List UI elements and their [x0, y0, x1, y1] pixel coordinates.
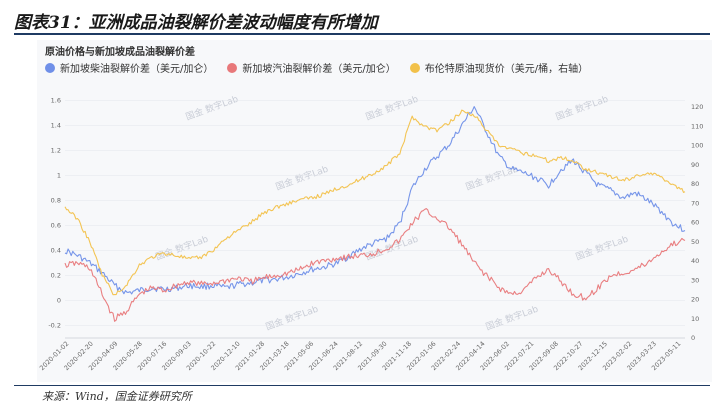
source-note: 来源：Wind，国金证券研究所	[42, 390, 192, 403]
left-tick-label-4: 0.6	[51, 222, 61, 230]
right-tick-label-5: 50	[691, 238, 699, 246]
line-series-brent	[64, 109, 686, 296]
right-tick-label-10: 100	[691, 142, 703, 150]
right-tick-label-4: 40	[691, 257, 699, 265]
right-tick-label-1: 10	[691, 315, 699, 323]
right-tick-label-2: 20	[691, 296, 699, 304]
right-tick-label-8: 80	[691, 180, 699, 188]
legend-marker-gasoline	[227, 62, 238, 73]
legend: 新加坡柴油裂解价差（美元/加仑） 新加坡汽油裂解价差（美元/加仑） 布伦特原油现…	[45, 60, 588, 75]
left-tick-label-9: 1.6	[51, 97, 61, 105]
figure-title: 图表31：亚洲成品油裂解价差波动幅度有所增加	[14, 13, 378, 33]
legend-label-diesel: 新加坡柴油裂解价差（美元/加仑）	[60, 64, 214, 75]
left-tick-label-5: 0.8	[51, 197, 61, 205]
right-tick-label-12: 120	[691, 103, 703, 111]
chart-panel: 原油价格与新加坡成品油裂解价差 新加坡柴油裂解价差（美元/加仑） 新加坡汽油裂解…	[37, 40, 712, 382]
title-rule	[14, 33, 710, 35]
left-tick-label-7: 1.2	[51, 147, 61, 155]
legend-label-gasoline: 新加坡汽油裂解价差（美元/加仑）	[242, 64, 396, 75]
left-tick-label-3: 0.4	[51, 247, 61, 255]
right-tick-label-6: 60	[691, 219, 699, 227]
watermark-7: 国金 数字Lab	[574, 233, 630, 263]
legend-item-diesel[interactable]: 新加坡柴油裂解价差（美元/加仑）	[45, 60, 213, 75]
line-chart: 国金 数字Lab 国金 数字Lab 国金 数字Lab 国金 数字Lab 国金 数字Lab…	[38, 93, 703, 373]
line-series-gasoline	[64, 208, 686, 322]
left-tick-label-0: -0.2	[48, 322, 61, 330]
watermark-0: 国金 数字Lab	[184, 93, 240, 123]
legend-marker-diesel	[45, 62, 55, 73]
right-tick-label-9: 90	[691, 161, 699, 169]
watermark-6: 国金 数字Lab	[364, 233, 420, 263]
legend-item-gasoline[interactable]: 新加坡汽油裂解价差（美元/加仑）	[227, 60, 396, 75]
left-tick-label-2: 0.2	[51, 272, 61, 280]
right-tick-label-7: 70	[691, 199, 699, 207]
watermark-4: 国金 数字Lab	[464, 163, 520, 193]
right-tick-label-3: 30	[691, 276, 699, 284]
right-tick-label-11: 110	[691, 122, 703, 130]
right-tick-label-0: 0	[691, 334, 695, 342]
watermark-9: 国金 数字Lab	[484, 303, 540, 333]
left-tick-label-8: 1.4	[51, 122, 61, 130]
watermark-3: 国金 数字Lab	[274, 163, 330, 193]
chart-title: 原油价格与新加坡成品油裂解价差	[45, 47, 195, 58]
legend-marker-brent	[409, 62, 420, 73]
watermark-8: 国金 数字Lab	[264, 303, 320, 333]
left-tick-label-1: 0	[57, 297, 61, 305]
watermark-2: 国金 数字Lab	[554, 93, 610, 123]
legend-label-brent: 布伦特原油现货价（美元/桶，右轴）	[424, 64, 589, 75]
source-rule	[14, 385, 710, 386]
legend-item-brent[interactable]: 布伦特原油现货价（美元/桶，右轴）	[409, 60, 589, 75]
left-tick-label-6: 1	[57, 172, 61, 180]
